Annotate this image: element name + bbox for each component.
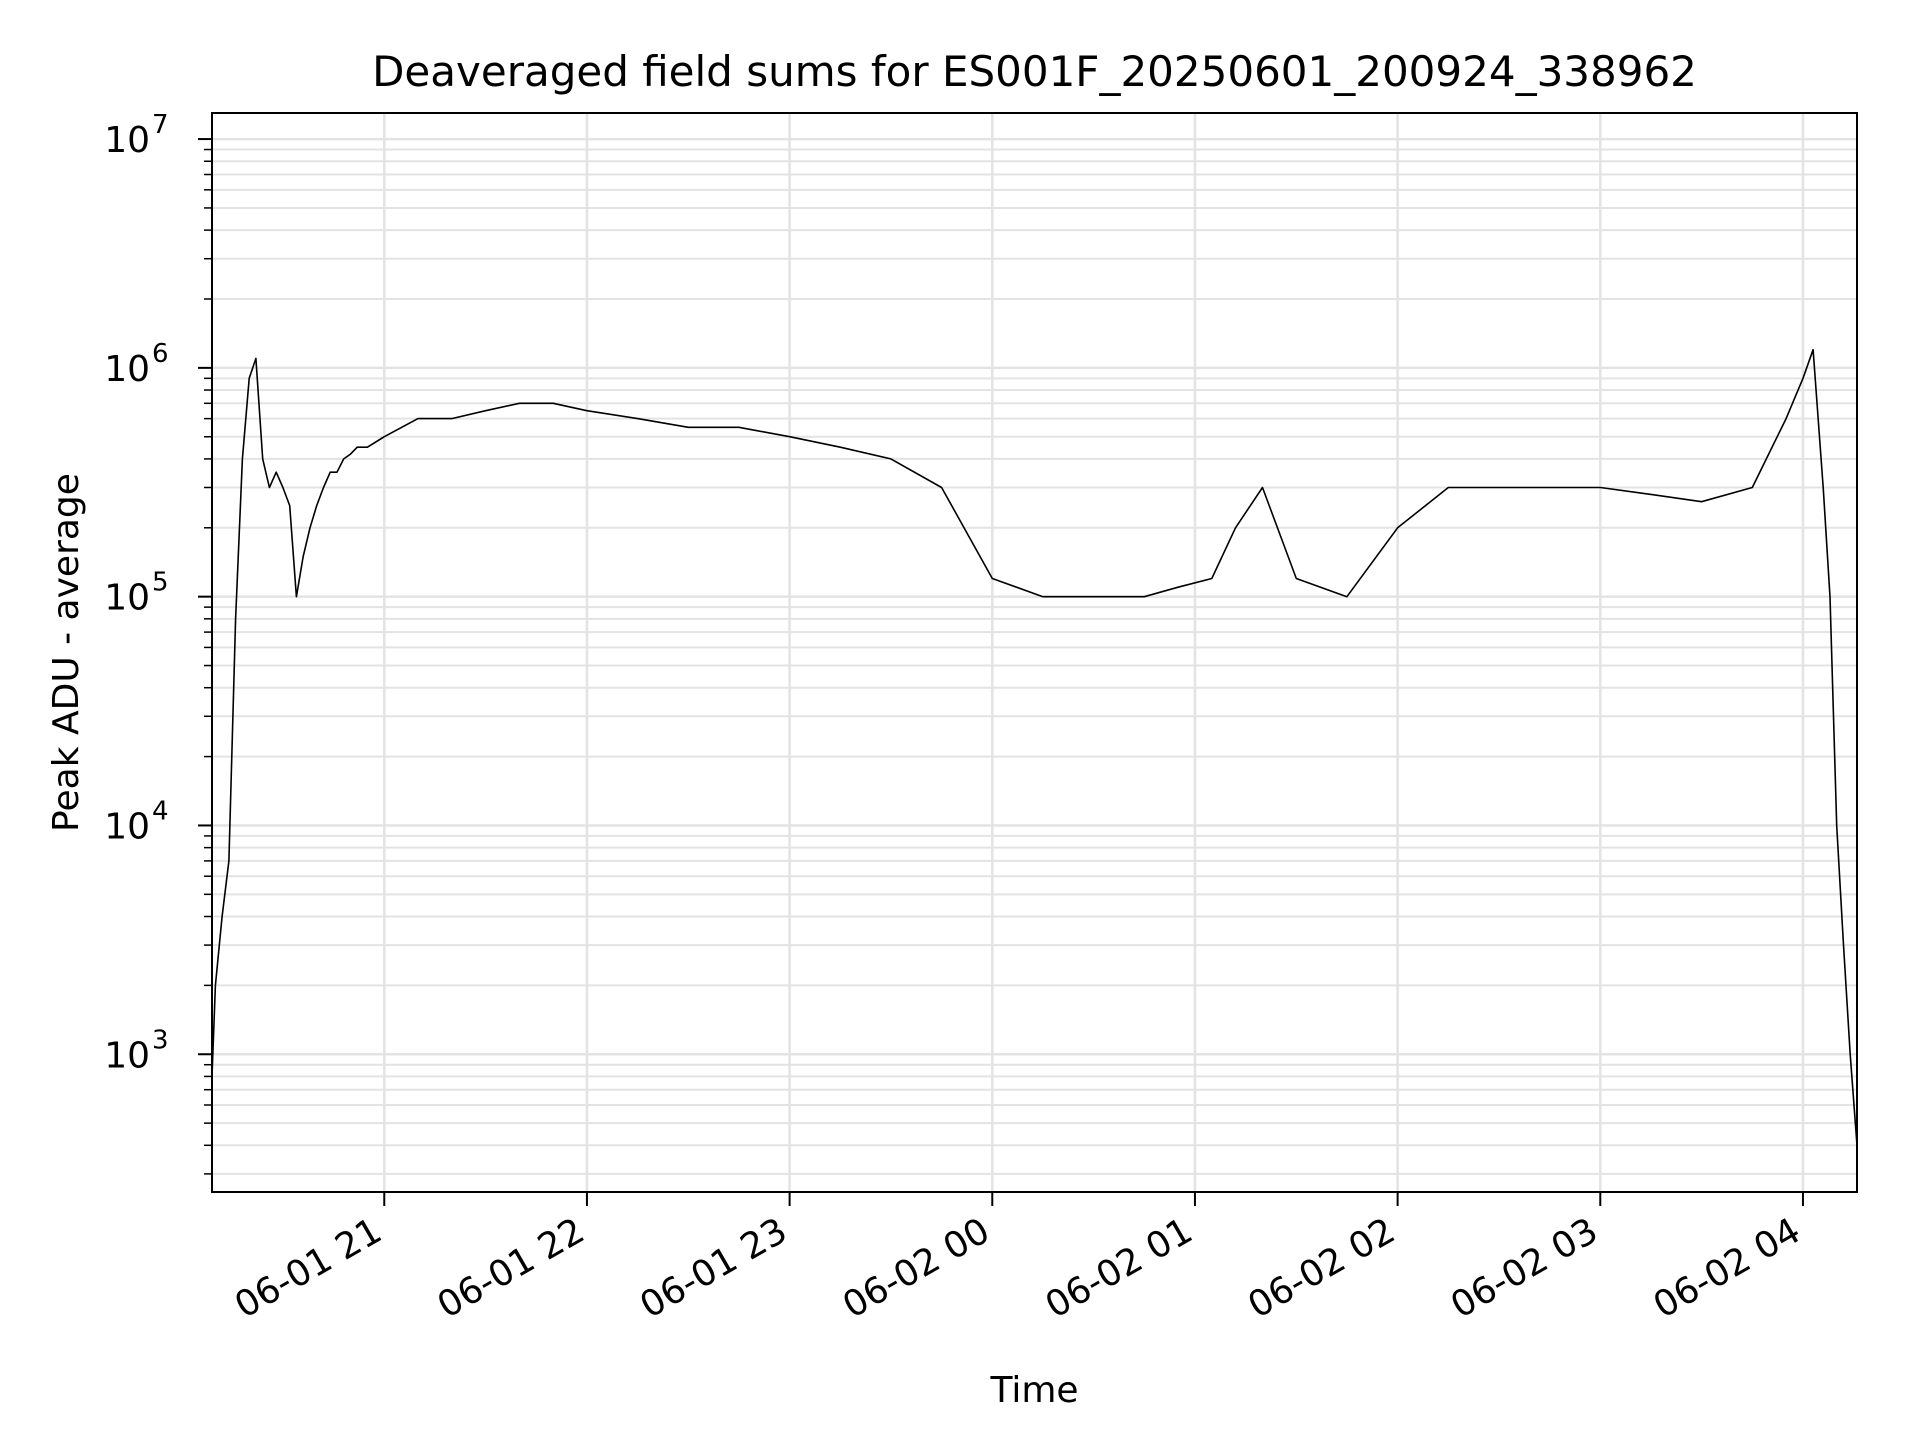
y-tick-label: 10 [104, 120, 150, 161]
y-tick-exponent: 6 [152, 339, 169, 369]
y-tick-label: 10 [104, 1035, 150, 1076]
y-tick-exponent: 4 [152, 796, 169, 826]
series [211, 348, 1858, 1146]
y-tick-label: 10 [104, 806, 150, 847]
y-axis-label: Peak ADU - average [46, 473, 87, 832]
y-tick-label: 10 [104, 349, 150, 390]
y-tick-exponent: 3 [152, 1025, 169, 1055]
x-axis-label: Time [989, 1370, 1078, 1411]
y-tick-exponent: 7 [152, 110, 169, 140]
chart-title: Deaveraged field sums for ES001F_2025060… [372, 47, 1697, 96]
y-tick-exponent: 5 [152, 568, 169, 598]
grid [212, 113, 1857, 1192]
series-line [211, 348, 1858, 1146]
plot-frame [211, 112, 1858, 1193]
y-tick-label: 10 [104, 578, 150, 619]
